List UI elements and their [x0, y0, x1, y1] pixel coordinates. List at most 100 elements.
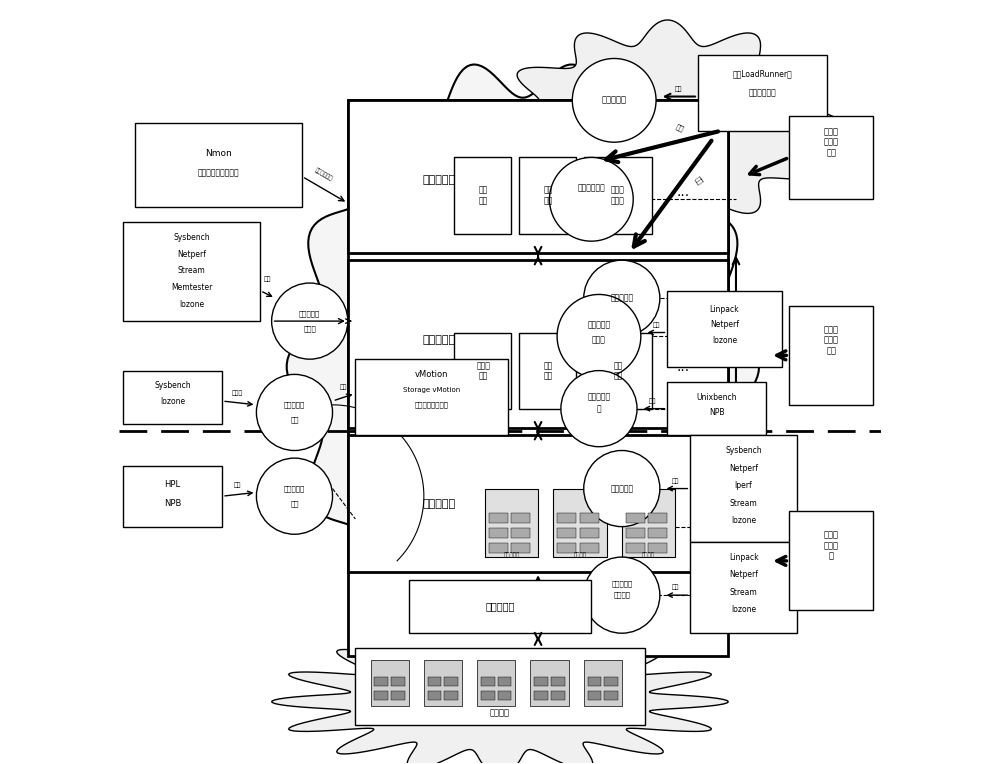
Circle shape: [256, 374, 333, 451]
Bar: [698, 55, 827, 131]
Polygon shape: [287, 64, 759, 669]
Text: Iozone: Iozone: [179, 299, 204, 309]
Bar: [481, 691, 495, 700]
Bar: [355, 649, 645, 724]
Text: 虚拟资源层: 虚拟资源层: [423, 499, 456, 509]
Circle shape: [572, 59, 656, 142]
Text: HPL: HPL: [165, 481, 181, 489]
Text: Netperf: Netperf: [177, 250, 206, 259]
Text: 云平台扩展: 云平台扩展: [587, 393, 611, 402]
Text: 性能
监控: 性能 监控: [543, 361, 553, 380]
Bar: [626, 543, 645, 553]
Text: 性: 性: [597, 404, 601, 413]
Text: 测试: 测试: [675, 123, 686, 132]
Bar: [667, 382, 766, 435]
Bar: [789, 306, 873, 405]
Text: 测试: 测试: [648, 398, 656, 404]
Text: 存储
服务: 存储 服务: [543, 186, 553, 206]
Text: 虚拟化
性能测
试: 虚拟化 性能测 试: [824, 531, 839, 561]
Text: 服务提
供能力
测试: 服务提 供能力 测试: [824, 128, 839, 157]
Bar: [348, 100, 728, 253]
Text: 监控结果收集: 监控结果收集: [314, 167, 333, 181]
Bar: [371, 660, 409, 705]
Circle shape: [256, 458, 333, 534]
Text: Iozone: Iozone: [731, 516, 756, 525]
Text: ···: ···: [676, 364, 689, 377]
Bar: [553, 488, 607, 557]
Text: 资源
管理: 资源 管理: [613, 361, 623, 380]
Bar: [584, 157, 652, 234]
Text: Iozone: Iozone: [712, 335, 737, 345]
Text: Netperf: Netperf: [729, 570, 758, 579]
Text: 性能: 性能: [290, 500, 299, 507]
Bar: [498, 691, 511, 700]
Bar: [498, 678, 511, 687]
Polygon shape: [496, 20, 840, 226]
Text: 虚拟机
调度: 虚拟机 调度: [476, 361, 490, 380]
Bar: [580, 513, 599, 523]
Bar: [622, 488, 675, 557]
Text: 服务扩展性: 服务扩展性: [610, 294, 633, 303]
Bar: [534, 678, 548, 687]
Bar: [374, 691, 388, 700]
Text: Netperf: Netperf: [710, 320, 739, 329]
Bar: [424, 660, 462, 705]
Text: 检索
服务: 检索 服务: [479, 186, 488, 206]
Text: NPB: NPB: [709, 408, 725, 417]
Text: 基于LoadRunner的: 基于LoadRunner的: [733, 70, 792, 78]
Bar: [667, 290, 782, 367]
Bar: [123, 466, 222, 526]
Bar: [444, 678, 458, 687]
Text: 虚拟网络: 虚拟网络: [642, 553, 655, 558]
Text: 隔离性: 隔离性: [303, 325, 316, 332]
Text: NPB: NPB: [164, 500, 181, 508]
Text: 测试: 测试: [234, 482, 241, 487]
Bar: [604, 691, 618, 700]
Bar: [584, 660, 622, 705]
Bar: [391, 678, 405, 687]
Bar: [604, 678, 618, 687]
Circle shape: [557, 294, 641, 378]
Text: 虚拟化技术: 虚拟化技术: [485, 601, 515, 611]
Bar: [580, 528, 599, 538]
Text: 自动负载均衡功能: 自动负载均衡功能: [414, 402, 448, 408]
Bar: [444, 691, 458, 700]
Text: ···: ···: [676, 189, 689, 202]
Circle shape: [561, 371, 637, 447]
Text: Nmon: Nmon: [205, 149, 232, 158]
Text: 资源管
理能力
测试: 资源管 理能力 测试: [824, 325, 839, 355]
Text: Memtester: Memtester: [171, 283, 212, 292]
Text: Sysbench: Sysbench: [154, 381, 191, 390]
Bar: [648, 528, 667, 538]
Circle shape: [584, 451, 660, 526]
Text: 调用: 调用: [340, 384, 348, 390]
Text: 加负载: 加负载: [232, 390, 243, 397]
Circle shape: [549, 157, 633, 241]
Text: 电子商
务服务: 电子商 务服务: [611, 186, 625, 206]
Text: Stream: Stream: [730, 499, 757, 507]
Bar: [489, 543, 508, 553]
Text: Storage vMotion: Storage vMotion: [403, 387, 460, 393]
Bar: [588, 691, 601, 700]
Bar: [511, 528, 530, 538]
Text: 服务稳定性: 服务稳定性: [602, 96, 627, 105]
Bar: [626, 513, 645, 523]
Bar: [789, 511, 873, 610]
Text: 稳定性: 稳定性: [592, 335, 606, 345]
Text: Linpack: Linpack: [729, 552, 758, 562]
Bar: [454, 157, 511, 234]
Text: Sysbench: Sysbench: [725, 446, 762, 455]
Bar: [409, 580, 591, 633]
Circle shape: [272, 283, 348, 359]
Text: 虚拟服务器: 虚拟服务器: [503, 553, 520, 558]
Text: 测试: 测试: [671, 478, 679, 484]
Text: Netperf: Netperf: [729, 464, 758, 472]
Text: 物理资源: 物理资源: [490, 709, 510, 717]
Bar: [123, 371, 222, 424]
Text: 平台服务能力: 平台服务能力: [577, 183, 605, 193]
Text: 服务接口层: 服务接口层: [423, 175, 456, 186]
Bar: [454, 332, 511, 409]
Bar: [485, 488, 538, 557]
Polygon shape: [272, 629, 728, 764]
Bar: [391, 691, 405, 700]
